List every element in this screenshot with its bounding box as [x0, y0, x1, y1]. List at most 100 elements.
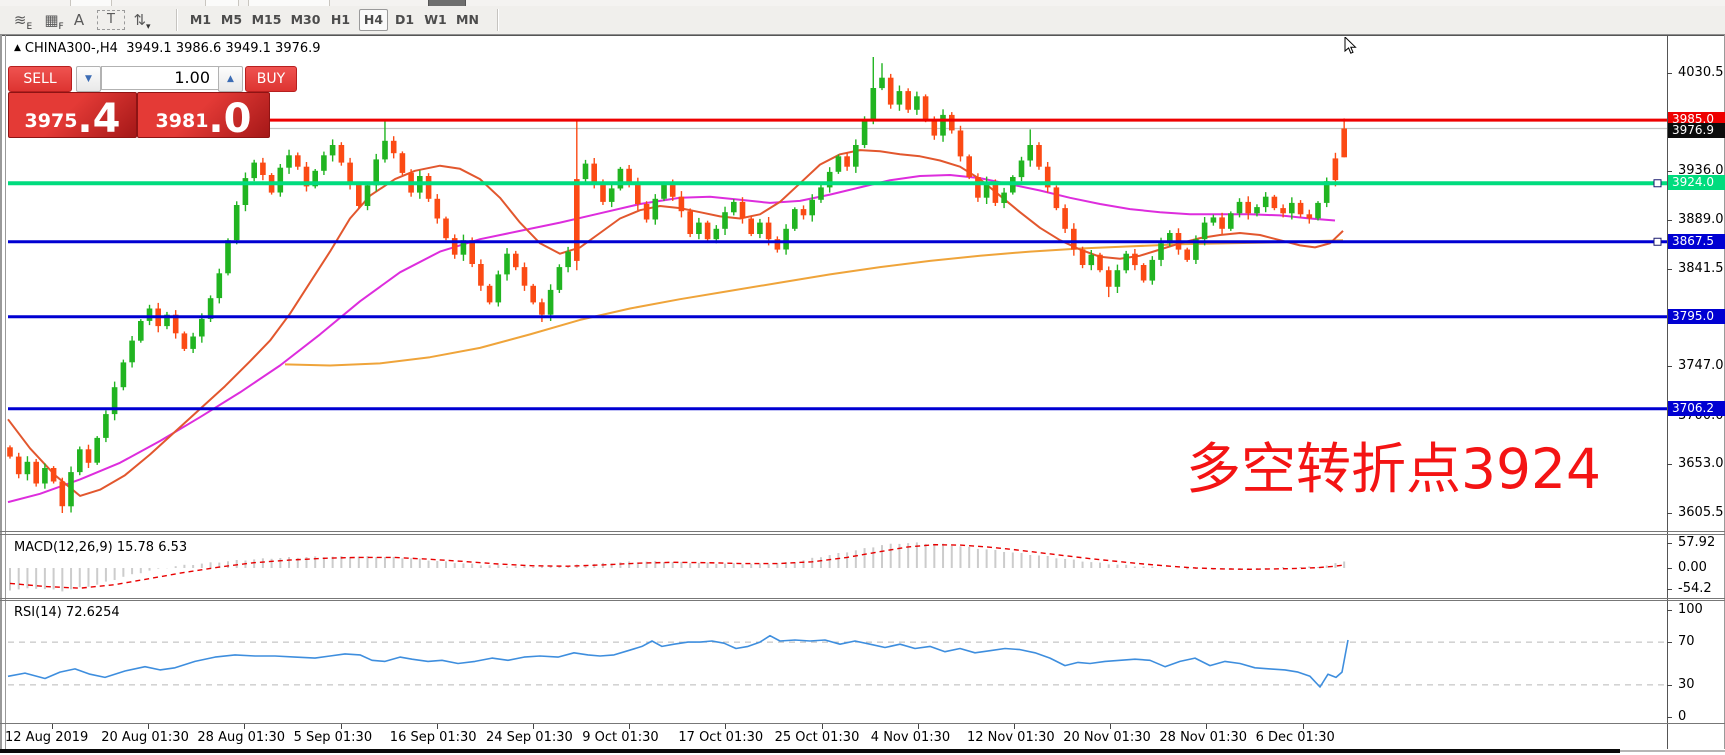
- rsi-axis-tick: [1667, 717, 1672, 718]
- macd-panel-bottom: [0, 598, 1725, 599]
- rsi-axis-tick: [1667, 642, 1672, 643]
- mouse-cursor-icon: [1344, 37, 1357, 54]
- price-axis-tick: [1667, 366, 1672, 367]
- chart-annotation-text[interactable]: 多空转折点3924: [1186, 437, 1601, 501]
- text-a-icon[interactable]: A: [73, 11, 85, 29]
- rsi-panel-bottom: [0, 723, 1725, 724]
- price-badge: 3924.0: [1668, 175, 1725, 190]
- buy-button[interactable]: BUY: [245, 66, 297, 92]
- sell-price-int: 3975: [24, 110, 78, 132]
- buy-price-int: 3981: [155, 110, 209, 132]
- date-axis-tick: [1206, 724, 1208, 729]
- price-axis-label: 3841.5: [1678, 261, 1724, 276]
- price-badge: 3795.0: [1668, 309, 1725, 324]
- date-axis-label: 25 Oct 01:30: [774, 730, 860, 745]
- rsi-label: RSI(14) 72.6254: [14, 605, 120, 620]
- date-axis-label: 4 Nov 01:30: [870, 730, 951, 745]
- timeframe-m15[interactable]: M15: [251, 12, 282, 27]
- rsi-panel-top: [0, 600, 1725, 601]
- mid-ma-magenta: [7, 174, 1336, 504]
- symbol-timeframe: CHINA300-,H4: [24, 41, 118, 56]
- text-box-icon[interactable]: T: [97, 10, 125, 30]
- date-axis-tick: [1302, 724, 1304, 729]
- price-axis-tick: [1667, 220, 1672, 221]
- price-badge: 3706.2: [1668, 401, 1725, 416]
- timeframe-d1[interactable]: D1: [394, 12, 415, 27]
- macd-axis-tick: [1667, 589, 1672, 590]
- macd-axis-tick: [1667, 543, 1672, 544]
- volume-decrease-button[interactable]: ▼: [76, 66, 101, 92]
- buy-price-frac: .0: [208, 96, 252, 142]
- price-axis-tick: [1667, 171, 1672, 172]
- date-axis-label: 20 Nov 01:30: [1063, 730, 1151, 745]
- date-axis-label: 28 Aug 01:30: [197, 730, 286, 745]
- date-axis-tick: [52, 724, 53, 729]
- timeframe-w1[interactable]: W1: [424, 12, 447, 27]
- date-axis-label: 24 Sep 01:30: [486, 730, 573, 745]
- date-axis-label: 17 Oct 01:30: [678, 730, 764, 745]
- price-badge: 3976.9: [1668, 123, 1725, 138]
- macd-panel-top: [0, 534, 1725, 535]
- timeframe-m5[interactable]: M5: [220, 12, 243, 27]
- rsi-axis-tick: [1667, 685, 1672, 686]
- date-axis-tick: [244, 724, 246, 729]
- rsi-line: [7, 634, 1349, 688]
- date-axis-label: 12 Aug 2019: [5, 730, 89, 745]
- sell-button[interactable]: SELL: [8, 66, 72, 92]
- rsi-axis-label: 100: [1678, 602, 1703, 617]
- rsi-axis-label: 70: [1678, 634, 1695, 649]
- volume-increase-button[interactable]: ▲: [218, 66, 243, 92]
- date-axis-tick: [1014, 724, 1015, 729]
- volume-input[interactable]: 1.00: [101, 66, 219, 90]
- timeframe-m1[interactable]: M1: [189, 12, 212, 27]
- grid-icon[interactable]: ▦F: [44, 11, 64, 32]
- date-axis-tick: [1110, 724, 1112, 729]
- rsi-axis-label: 0: [1678, 709, 1687, 724]
- date-axis-label: 12 Nov 01:30: [967, 730, 1055, 745]
- bottom-black-bar: [0, 749, 1620, 753]
- macd-axis-label: 0.00: [1678, 560, 1707, 575]
- expert-scribble-icon[interactable]: ≋E: [13, 11, 33, 32]
- price-axis-label: 3605.5: [1678, 505, 1724, 520]
- timeframe-m30[interactable]: M30: [290, 12, 321, 27]
- date-axis-tick: [629, 724, 631, 729]
- price-axis-label: 3936.0: [1678, 163, 1724, 178]
- macd-histogram: [9, 542, 1346, 592]
- date-axis-tick: [917, 724, 919, 729]
- sell-price-frac: .4: [77, 96, 121, 142]
- chart-header: ▲ CHINA300-,H4 3949.1 3986.6 3949.1 3976.…: [14, 41, 321, 56]
- price-badge: 3867.5: [1668, 234, 1725, 249]
- main-panel-bottom: [0, 531, 1725, 532]
- arrange-arrows-icon[interactable]: ⇅▾: [133, 11, 151, 32]
- date-axis-tick: [436, 724, 438, 729]
- toolbar-separator: [497, 9, 499, 31]
- price-axis-tick: [1667, 269, 1672, 270]
- timeframe-h4[interactable]: H4: [359, 9, 388, 31]
- sell-price-panel[interactable]: 3975.4: [8, 92, 137, 142]
- price-axis-label: 3653.0: [1678, 456, 1724, 471]
- collapse-triangle-icon[interactable]: ▲: [14, 43, 21, 53]
- date-axis-label: 6 Dec 01:30: [1255, 730, 1335, 745]
- timeframe-mn[interactable]: MN: [456, 12, 479, 27]
- buy-price-panel[interactable]: 3981.0: [137, 92, 270, 142]
- slow-ma-orange: [284, 239, 1344, 367]
- macd-signal-line: [9, 543, 1345, 589]
- date-axis-tick: [340, 724, 342, 729]
- window-left-edge2: [5, 35, 6, 749]
- pivot-line[interactable]: [8, 179, 1667, 188]
- macd-axis-label: -54.2: [1678, 581, 1712, 596]
- date-axis-label: 9 Oct 01:30: [582, 730, 659, 745]
- rsi-axis-tick: [1667, 610, 1672, 611]
- price-axis-tick: [1667, 464, 1672, 465]
- macd-axis-tick: [1667, 568, 1672, 569]
- date-axis-label: 16 Sep 01:30: [389, 730, 477, 745]
- timeframe-h1[interactable]: H1: [330, 12, 351, 27]
- date-axis-tick: [148, 724, 150, 729]
- ohlc-readout: 3949.1 3986.6 3949.1 3976.9: [126, 41, 321, 56]
- fast-ma-red: [7, 149, 1344, 497]
- price-axis-label: 3747.0: [1678, 358, 1724, 373]
- rsi-axis-label: 30: [1678, 677, 1695, 692]
- date-axis-label: 28 Nov 01:30: [1159, 730, 1248, 745]
- support-line-1[interactable]: [8, 237, 1667, 246]
- date-axis-label: 20 Aug 01:30: [101, 730, 189, 745]
